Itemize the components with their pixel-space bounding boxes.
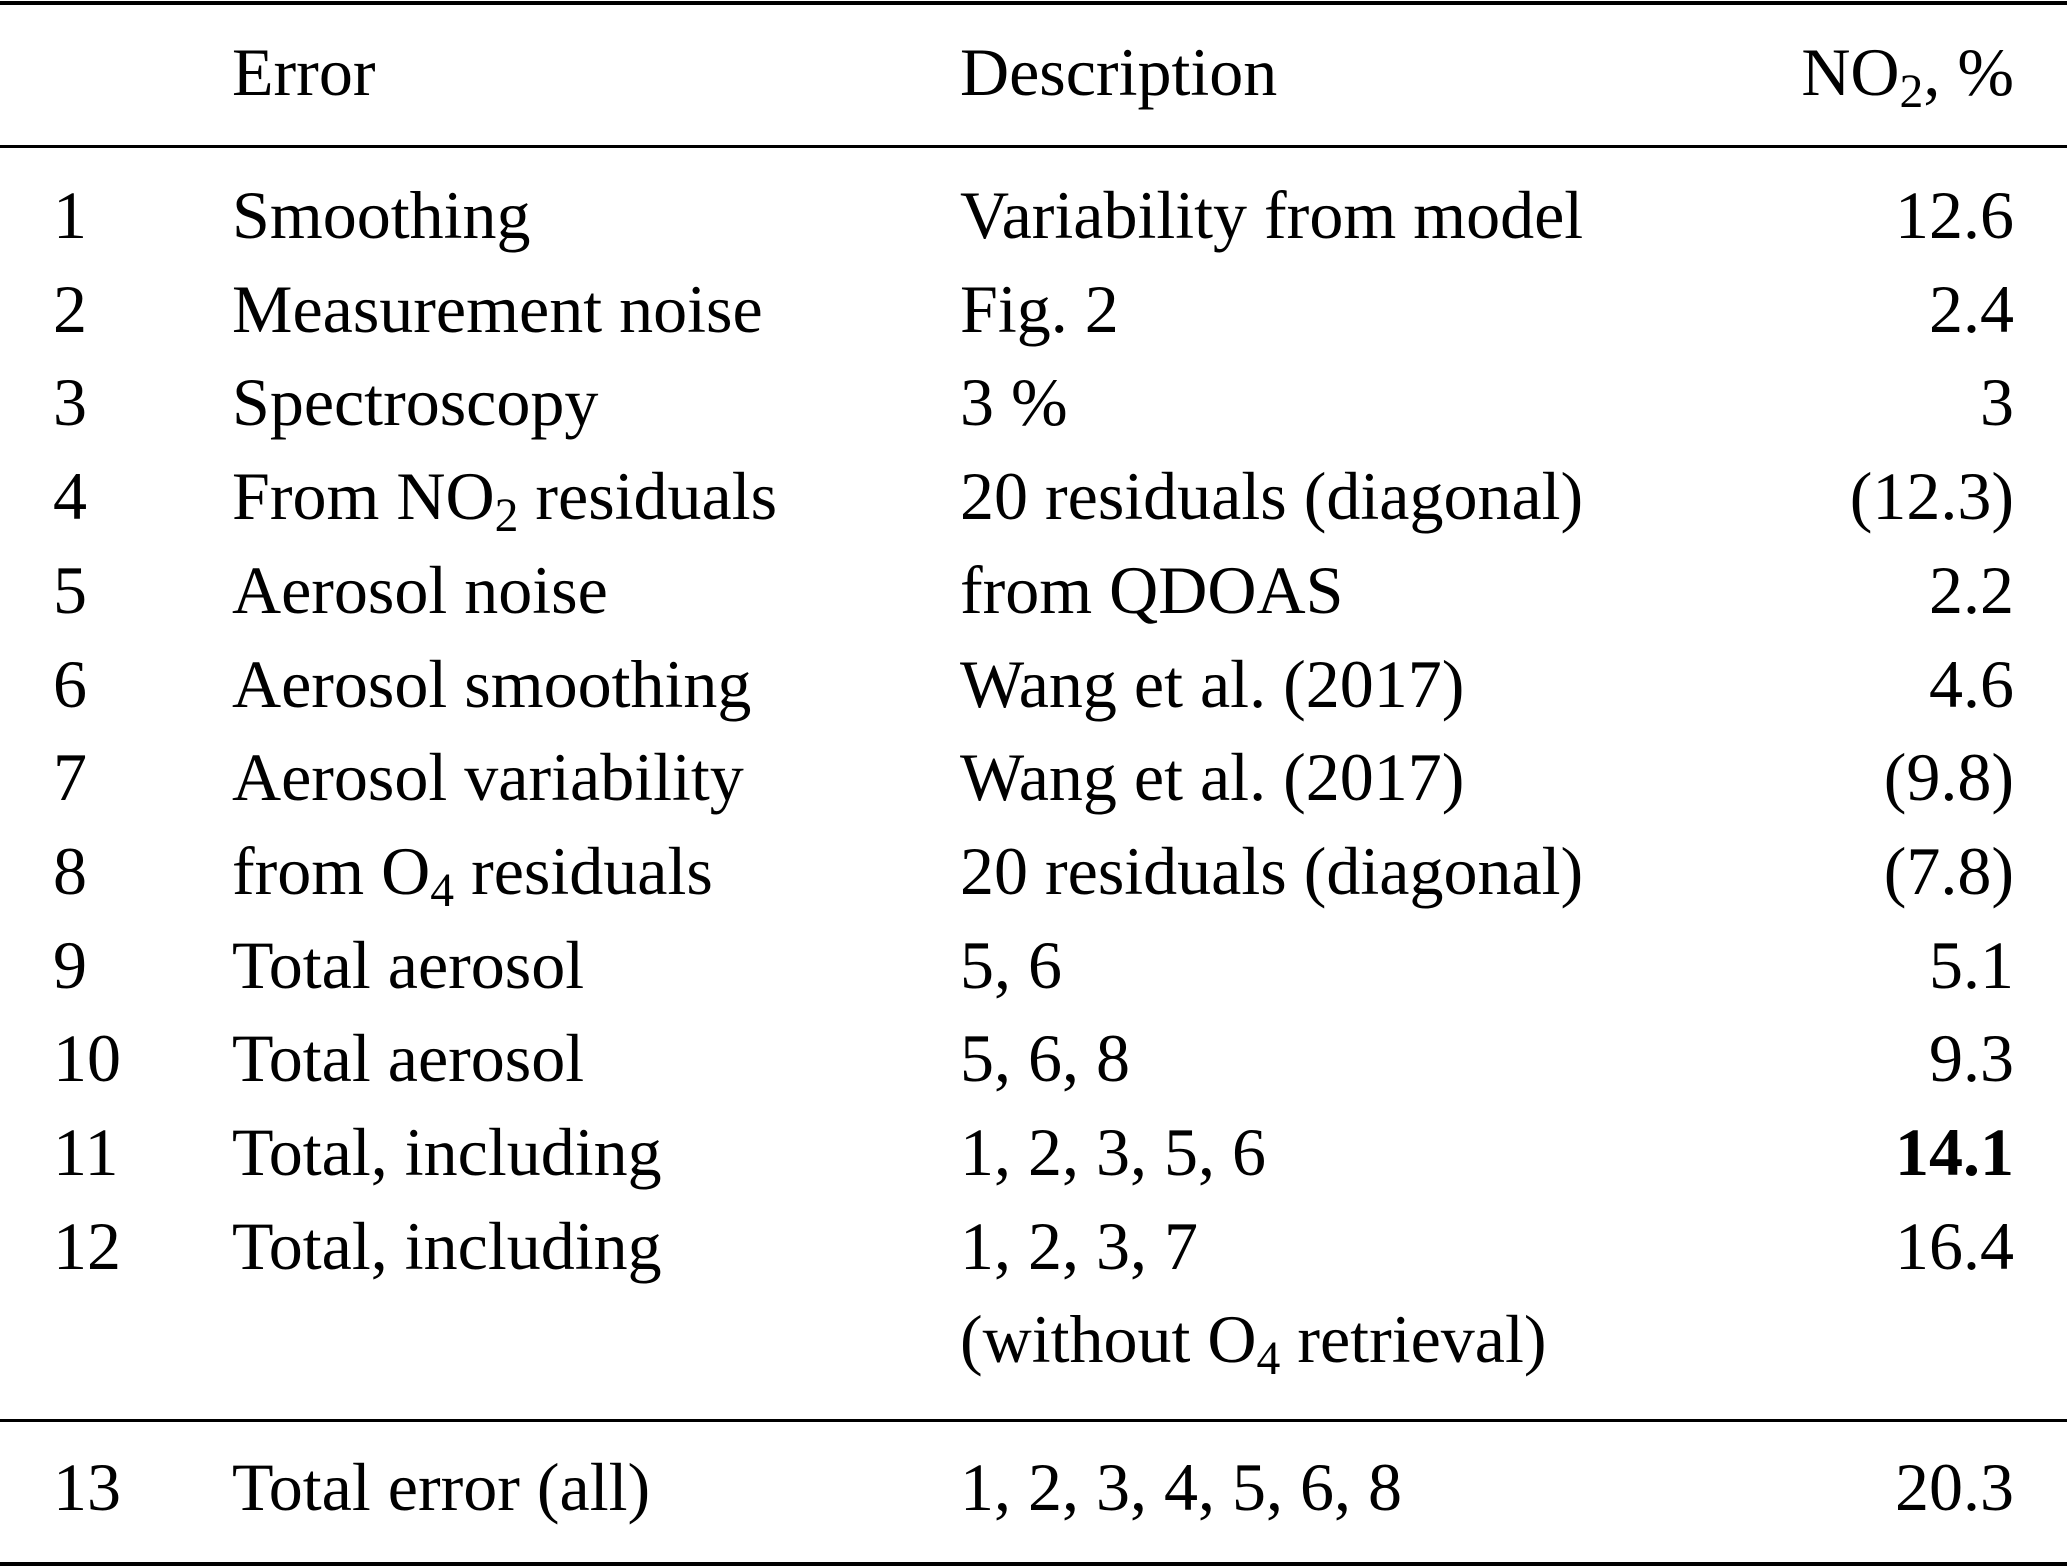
bottom-rule — [0, 1562, 2067, 1566]
table-row: 8 from O4 residuals 20 residuals (diagonal… — [0, 824, 2067, 918]
row-number: 13 — [53, 1449, 121, 1525]
description-cell: Wang et al. (2017) — [960, 739, 1465, 816]
row-number: 10 — [53, 1020, 121, 1097]
row-number: 2 — [53, 270, 87, 347]
value-cell: (12.3) — [1849, 458, 2014, 535]
error-cell: Smoothing — [232, 177, 531, 253]
table-row: 6 Aerosol smoothing Wang et al. (2017) 4.6 — [0, 637, 2067, 731]
error-cell: Total aerosol — [232, 926, 585, 1003]
description-cell: Variability from model — [960, 177, 1584, 253]
error-cell: Total, including — [232, 1114, 662, 1190]
row-number: 8 — [53, 832, 87, 909]
error-cell: Total, including — [232, 1207, 662, 1284]
value-cell: 14.1 — [1895, 1114, 2014, 1190]
error-cell: Measurement noise — [232, 270, 763, 347]
value-cell: 16.4 — [1895, 1207, 2014, 1284]
description-cell: 1, 2, 3, 4, 5, 6, 8 — [960, 1449, 1402, 1525]
description-cell: 20 residuals (diagonal) — [960, 458, 1584, 535]
value-cell: 4.6 — [1929, 645, 2014, 722]
value-cell: (7.8) — [1883, 832, 2014, 909]
description-cell: 5, 6, 8 — [960, 1020, 1130, 1097]
value-cell: 2.4 — [1929, 270, 2014, 347]
description-cell: 3 % — [960, 364, 1068, 441]
table-row: 10 Total aerosol 5, 6, 8 9.3 — [0, 1011, 2067, 1105]
table-row: 2 Measurement noise Fig. 2 2.4 — [0, 262, 2067, 356]
description-cell: from QDOAS — [960, 551, 1344, 628]
row-number: 12 — [53, 1207, 121, 1284]
table-row-continuation: (without O4 retrieval) — [0, 1292, 2067, 1386]
row-number: 1 — [53, 177, 87, 253]
error-cell: Spectroscopy — [232, 364, 599, 441]
top-rule — [0, 1, 2067, 5]
row-number: 9 — [53, 926, 87, 1003]
description-cell: 1, 2, 3, 5, 6 — [960, 1114, 1266, 1190]
row-number: 6 — [53, 645, 87, 722]
row-number: 7 — [53, 739, 87, 816]
error-cell: Aerosol smoothing — [232, 645, 752, 722]
value-cell: 9.3 — [1929, 1020, 2014, 1097]
row-number: 3 — [53, 364, 87, 441]
table-row: 12 Total, including 1, 2, 3, 7 16.4 — [0, 1199, 2067, 1293]
description-cell: 1, 2, 3, 7 — [960, 1207, 1198, 1284]
description-cell: 5, 6 — [960, 926, 1062, 1003]
description-cell-line2: (without O4 retrieval) — [960, 1301, 1547, 1386]
error-cell: from O4 residuals — [232, 832, 713, 917]
error-cell: From NO2 residuals — [232, 458, 778, 542]
header-description: Description — [960, 34, 1278, 110]
total-rule — [0, 1419, 2067, 1422]
table-row: 1 Smoothing Variability from model 12.6 — [0, 168, 2067, 262]
table-row: 7 Aerosol variability Wang et al. (2017) (9… — [0, 730, 2067, 824]
header-rule — [0, 145, 2067, 148]
description-cell: 20 residuals (diagonal) — [960, 832, 1584, 909]
table-row: 9 Total aerosol 5, 6 5.1 — [0, 918, 2067, 1012]
table-row: 4 From NO2 residuals 20 residuals (diagona… — [0, 449, 2067, 543]
table-row: 13 Total error (all) 1, 2, 3, 4, 5, 6, 8 20… — [0, 1440, 2067, 1534]
error-cell: Aerosol noise — [232, 551, 608, 628]
value-cell: 5.1 — [1929, 926, 2014, 1003]
table-row: 5 Aerosol noise from QDOAS 2.2 — [0, 543, 2067, 637]
description-cell: Wang et al. (2017) — [960, 645, 1465, 722]
table-header: Error Description NO2, % — [0, 25, 2067, 119]
value-cell: 20.3 — [1895, 1449, 2014, 1525]
value-cell: 2.2 — [1929, 551, 2014, 628]
table-row: 11 Total, including 1, 2, 3, 5, 6 14.1 — [0, 1105, 2067, 1199]
header-error: Error — [232, 34, 376, 110]
value-cell: 3 — [1980, 364, 2014, 441]
value-cell: (9.8) — [1883, 739, 2014, 816]
row-number: 4 — [53, 458, 87, 535]
row-number: 11 — [53, 1114, 119, 1190]
header-no2: NO2, % — [1801, 34, 2014, 118]
error-cell: Aerosol variability — [232, 739, 744, 816]
error-cell: Total aerosol — [232, 1020, 585, 1097]
table-row: 3 Spectroscopy 3 % 3 — [0, 355, 2067, 449]
error-cell: Total error (all) — [232, 1449, 651, 1525]
row-number: 5 — [53, 551, 87, 628]
value-cell: 12.6 — [1895, 177, 2014, 253]
description-cell: Fig. 2 — [960, 270, 1119, 347]
